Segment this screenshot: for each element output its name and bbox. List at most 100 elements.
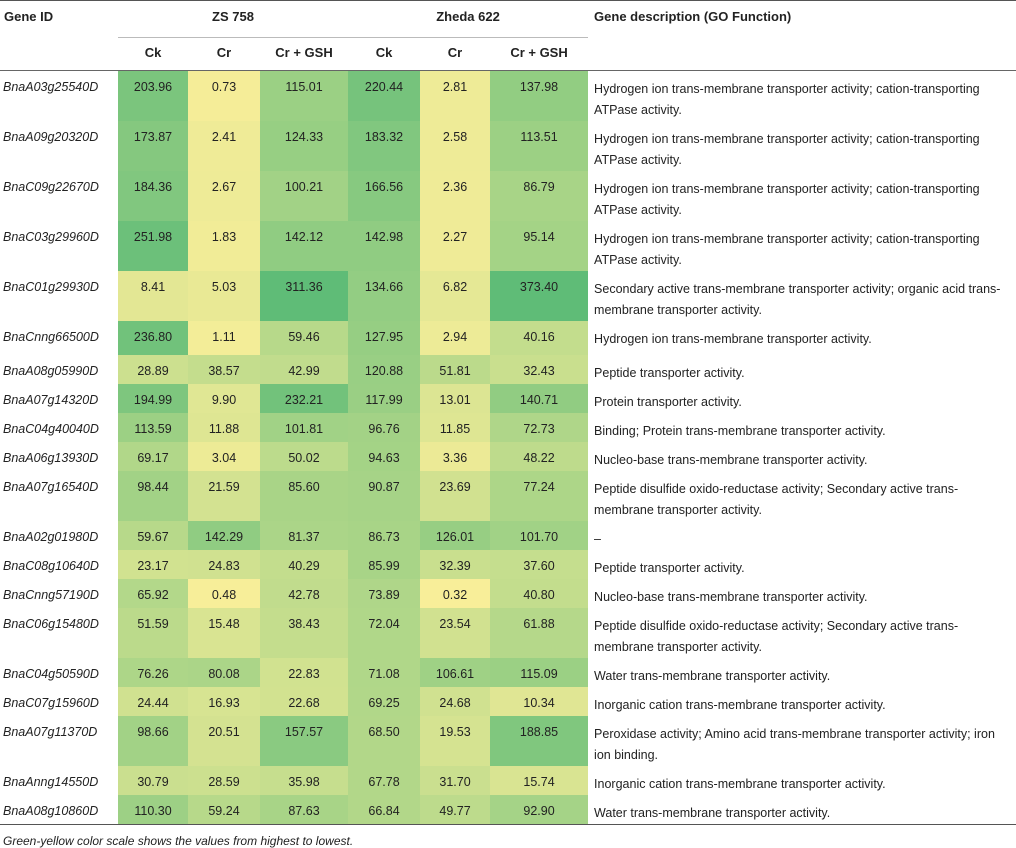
- description-cell: Binding; Protein trans-membrane transpor…: [594, 424, 886, 438]
- value-cell: 77.24: [490, 471, 589, 521]
- value-cell: 120.88: [348, 355, 421, 384]
- header-row-groups: Gene ID ZS 758 Zheda 622 Gene descriptio…: [0, 0, 1016, 38]
- value-cell: 28.89: [118, 355, 188, 384]
- value-cell: 59.46: [260, 321, 349, 355]
- value-cell: 100.21: [260, 171, 349, 221]
- gene-id-cell: BnaC01g29930D: [3, 280, 99, 294]
- value-cell: 251.98: [118, 221, 188, 271]
- value-cell: 51.59: [118, 608, 188, 658]
- description-cell: Hydrogen ion trans-membrane transporter …: [594, 82, 980, 117]
- footnote: Green-yellow color scale shows the value…: [3, 834, 354, 848]
- value-cell: 42.78: [260, 579, 349, 608]
- value-cell: 69.17: [118, 442, 188, 471]
- value-cell: 20.51: [188, 716, 260, 766]
- description-cell: Protein transporter activity.: [594, 395, 742, 409]
- value-cell: 184.36: [118, 171, 188, 221]
- value-cell: 127.95: [348, 321, 421, 355]
- table-row: BnaCnng57190D 65.92 0.48 42.78 73.89 0.32 40.8…: [0, 579, 1016, 608]
- value-cell: 48.22: [490, 442, 589, 471]
- subheader-cr-gsh: Cr + GSH: [510, 45, 568, 60]
- value-cell: 8.41: [118, 271, 188, 321]
- table-row: BnaA06g13930D 69.17 3.04 50.02 94.63 3.36 48.2…: [0, 442, 1016, 471]
- zheda622-header: Zheda 622: [348, 0, 589, 38]
- table-row: BnaA03g25540D 203.96 0.73 115.01 220.44 2.81 1…: [0, 70, 1016, 121]
- gene-id-cell: BnaC08g10640D: [3, 559, 99, 573]
- subheader-ck: Ck: [375, 45, 393, 60]
- value-cell: 2.41: [188, 121, 260, 171]
- value-cell: 21.59: [188, 471, 260, 521]
- value-cell: 51.81: [420, 355, 491, 384]
- value-cell: 2.94: [420, 321, 491, 355]
- table-row: BnaA07g14320D 194.99 9.90 232.21 117.99 13.01…: [0, 384, 1016, 413]
- value-cell: 19.53: [420, 716, 491, 766]
- value-cell: 94.63: [348, 442, 421, 471]
- gene-id-cell: BnaC04g50590D: [3, 667, 99, 681]
- description-cell: Hydrogen ion trans-membrane transporter …: [594, 332, 872, 346]
- table-row: BnaA07g16540D 98.44 21.59 85.60 90.87 23.69 77…: [0, 471, 1016, 521]
- subheader-ck: Ck: [144, 45, 162, 60]
- value-cell: 311.36: [260, 271, 349, 321]
- value-cell: 220.44: [348, 70, 421, 121]
- value-cell: 1.83: [188, 221, 260, 271]
- value-cell: 38.57: [188, 355, 260, 384]
- gene-id-cell: BnaA07g14320D: [3, 393, 99, 407]
- value-cell: 72.04: [348, 608, 421, 658]
- value-cell: 0.32: [420, 579, 491, 608]
- value-cell: 1.11: [188, 321, 260, 355]
- value-cell: 203.96: [118, 70, 188, 121]
- value-cell: 232.21: [260, 384, 349, 413]
- description-cell: Peptide disulfide oxido-reductase activi…: [594, 619, 959, 654]
- value-cell: 73.89: [348, 579, 421, 608]
- description-cell: Peroxidase activity; Amino acid trans-me…: [594, 727, 995, 762]
- value-cell: 65.92: [118, 579, 188, 608]
- value-cell: 42.99: [260, 355, 349, 384]
- value-cell: 115.01: [260, 70, 349, 121]
- value-cell: 23.69: [420, 471, 491, 521]
- value-cell: 188.85: [490, 716, 589, 766]
- value-cell: 28.59: [188, 766, 260, 795]
- value-cell: 23.17: [118, 550, 188, 579]
- description-cell: Hydrogen ion trans-membrane transporter …: [594, 132, 980, 167]
- gene-id-header: Gene ID: [4, 9, 54, 24]
- value-cell: 3.04: [188, 442, 260, 471]
- value-cell: 101.81: [260, 413, 349, 442]
- value-cell: 2.58: [420, 121, 491, 171]
- table-row: BnaA08g05990D 28.89 38.57 42.99 120.88 51.81 3…: [0, 355, 1016, 384]
- value-cell: 98.44: [118, 471, 188, 521]
- value-cell: 40.80: [490, 579, 589, 608]
- table-row: BnaC04g40040D 113.59 11.88 101.81 96.76 11.85…: [0, 413, 1016, 442]
- gene-id-cell: BnaCnng57190D: [3, 588, 99, 602]
- value-cell: 113.51: [490, 121, 589, 171]
- value-cell: 67.78: [348, 766, 421, 795]
- value-cell: 173.87: [118, 121, 188, 171]
- value-cell: 32.39: [420, 550, 491, 579]
- gene-id-cell: BnaA03g25540D: [3, 80, 99, 94]
- table-row: BnaA07g11370D 98.66 20.51 157.57 68.50 19.53 1…: [0, 716, 1016, 766]
- value-cell: 142.29: [188, 521, 260, 550]
- value-cell: 236.80: [118, 321, 188, 355]
- value-cell: 126.01: [420, 521, 491, 550]
- description-cell: Hydrogen ion trans-membrane transporter …: [594, 232, 980, 267]
- value-cell: 22.83: [260, 658, 349, 687]
- gene-id-cell: BnaC09g22670D: [3, 180, 99, 194]
- table-body: BnaA03g25540D 203.96 0.73 115.01 220.44 2.81 1…: [0, 70, 1016, 825]
- value-cell: 9.90: [188, 384, 260, 413]
- value-cell: 24.68: [420, 687, 491, 716]
- table-row: BnaA08g10860D 110.30 59.24 87.63 66.84 49.77 9…: [0, 795, 1016, 825]
- value-cell: 80.08: [188, 658, 260, 687]
- value-cell: 86.79: [490, 171, 589, 221]
- value-cell: 137.98: [490, 70, 589, 121]
- value-cell: 5.03: [188, 271, 260, 321]
- value-cell: 115.09: [490, 658, 589, 687]
- description-cell: Peptide transporter activity.: [594, 366, 745, 380]
- value-cell: 59.67: [118, 521, 188, 550]
- table-row: BnaAnng14550D 30.79 28.59 35.98 67.78 31.70 15…: [0, 766, 1016, 795]
- value-cell: 85.99: [348, 550, 421, 579]
- value-cell: 96.76: [348, 413, 421, 442]
- value-cell: 0.73: [188, 70, 260, 121]
- description-cell: Nucleo-base trans-membrane transporter a…: [594, 590, 868, 604]
- value-cell: 110.30: [118, 795, 188, 825]
- subheader-cr-gsh: Cr + GSH: [275, 45, 333, 60]
- value-cell: 183.32: [348, 121, 421, 171]
